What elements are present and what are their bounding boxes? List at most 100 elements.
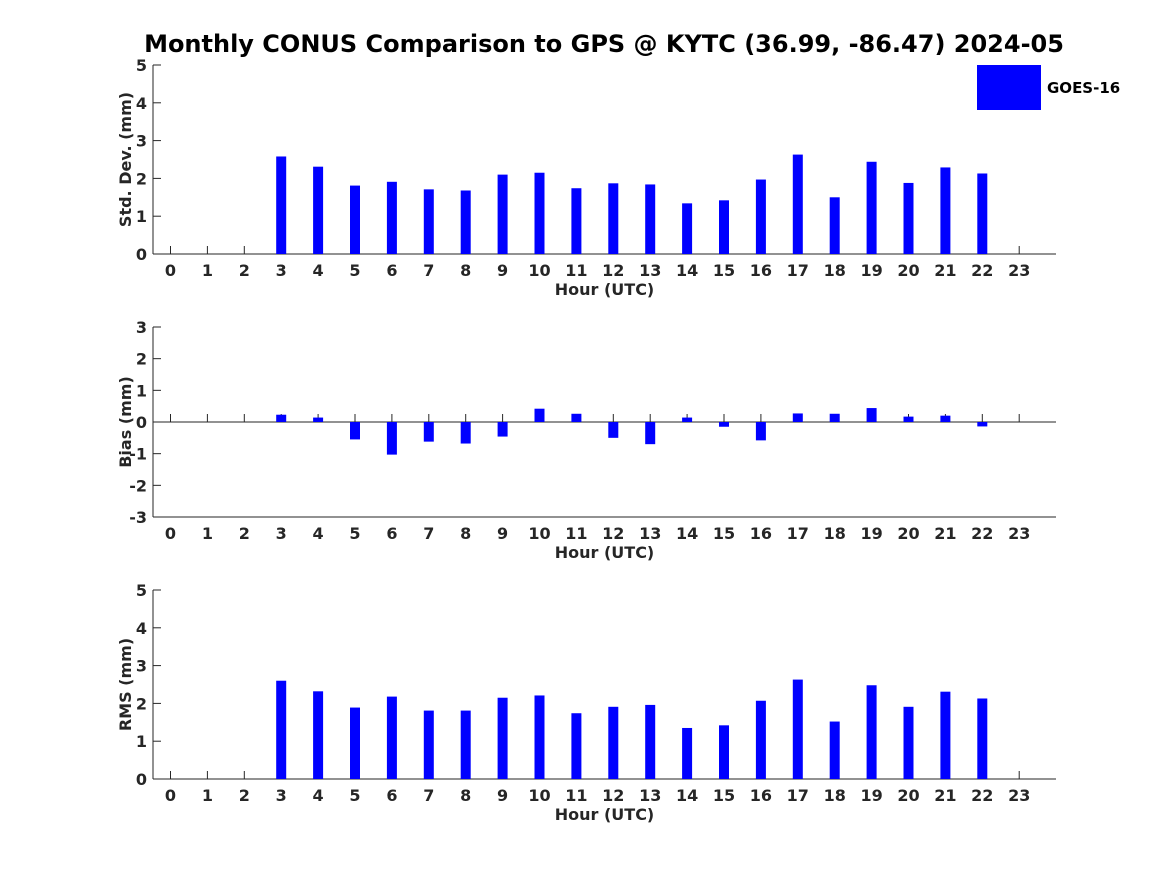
x-tick-label: 2 <box>239 261 250 280</box>
bar-hour-10 <box>534 408 545 422</box>
x-tick-label: 3 <box>276 524 287 543</box>
bar-hour-22 <box>977 173 988 254</box>
y-tick-label: 2 <box>136 350 147 369</box>
y-tick-label: 1 <box>136 207 147 226</box>
y-tick-label: 5 <box>136 56 147 75</box>
bar-hour-22 <box>977 698 988 779</box>
bar-hour-4 <box>313 691 324 779</box>
bar-hour-4 <box>313 166 324 254</box>
bar-hour-10 <box>534 695 545 779</box>
bar-hour-14 <box>682 727 693 779</box>
x-tick-label: 0 <box>165 524 176 543</box>
bar-hour-5 <box>350 707 360 779</box>
x-tick-label: 17 <box>787 524 809 543</box>
x-tick-label: 19 <box>860 524 882 543</box>
y-tick-label: 0 <box>136 770 147 789</box>
x-tick-label: 13 <box>639 524 661 543</box>
x-tick-label: 21 <box>934 261 956 280</box>
x-tick-label: 16 <box>750 786 772 805</box>
x-tick-label: 16 <box>750 524 772 543</box>
bar-hour-5 <box>350 422 360 440</box>
x-tick-label: 4 <box>313 261 324 280</box>
bar-hour-19 <box>866 408 877 422</box>
y-tick-label: 4 <box>136 94 147 113</box>
y-tick-label: 3 <box>136 132 147 151</box>
bar-hour-3 <box>276 680 287 779</box>
bar-hour-21 <box>940 415 951 422</box>
bar-hour-16 <box>755 179 766 254</box>
bar-hour-12 <box>608 706 619 779</box>
x-tick-label: 10 <box>528 261 550 280</box>
x-tick-label: 20 <box>897 261 919 280</box>
x-tick-label: 8 <box>460 786 471 805</box>
y-axis-label: RMS (mm) <box>116 638 135 731</box>
legend-swatch <box>977 65 1041 110</box>
x-tick-label: 17 <box>787 786 809 805</box>
y-axis-label: Std. Dev. (mm) <box>116 92 135 227</box>
bar-hour-13 <box>645 422 656 445</box>
bar-hour-9 <box>497 422 508 437</box>
x-tick-label: 10 <box>528 524 550 543</box>
x-tick-label: 7 <box>423 261 434 280</box>
x-tick-label: 19 <box>860 786 882 805</box>
y-tick-label: -3 <box>129 508 147 527</box>
x-tick-label: 18 <box>824 261 846 280</box>
bar-hour-19 <box>866 685 877 779</box>
bar-hour-17 <box>792 413 803 422</box>
x-tick-label: 6 <box>386 261 397 280</box>
bar-hour-20 <box>903 416 914 422</box>
bar-hour-15 <box>719 725 729 779</box>
bar-hour-7 <box>423 710 434 779</box>
x-axis-label: Hour (UTC) <box>555 805 655 824</box>
x-tick-label: 2 <box>239 786 250 805</box>
y-tick-label: 3 <box>136 657 147 676</box>
bar-hour-8 <box>460 710 471 779</box>
x-tick-label: 20 <box>897 786 919 805</box>
x-tick-label: 18 <box>824 786 846 805</box>
x-tick-label: 15 <box>713 261 735 280</box>
bar-hour-18 <box>829 197 840 254</box>
bar-hour-9 <box>497 174 508 254</box>
bar-hour-22 <box>977 422 988 427</box>
bar-hour-6 <box>386 181 397 254</box>
x-tick-label: 16 <box>750 261 772 280</box>
x-tick-label: 5 <box>349 261 360 280</box>
bar-hour-20 <box>903 182 914 254</box>
x-tick-label: 4 <box>313 524 324 543</box>
x-tick-label: 21 <box>934 524 956 543</box>
x-tick-label: 3 <box>276 786 287 805</box>
x-tick-label: 13 <box>639 786 661 805</box>
x-tick-label: 9 <box>497 786 508 805</box>
y-tick-label: 3 <box>136 318 147 337</box>
bar-hour-12 <box>608 183 619 254</box>
bar-hour-7 <box>423 422 434 442</box>
bar-hour-16 <box>755 422 766 441</box>
x-tick-label: 12 <box>602 786 624 805</box>
x-tick-label: 2 <box>239 524 250 543</box>
x-tick-label: 15 <box>713 786 735 805</box>
x-tick-label: 3 <box>276 261 287 280</box>
x-tick-label: 12 <box>602 261 624 280</box>
y-tick-label: 4 <box>136 619 147 638</box>
x-tick-label: 19 <box>860 261 882 280</box>
bar-hour-11 <box>571 188 582 254</box>
y-tick-label: -2 <box>129 476 147 495</box>
y-tick-label: 2 <box>136 169 147 188</box>
x-tick-label: 5 <box>349 786 360 805</box>
x-tick-label: 5 <box>349 524 360 543</box>
bar-hour-8 <box>460 190 471 254</box>
x-tick-label: 0 <box>165 261 176 280</box>
legend: GOES-16 <box>977 65 1120 110</box>
x-tick-label: 1 <box>202 786 213 805</box>
x-tick-label: 11 <box>565 786 587 805</box>
bar-hour-8 <box>460 422 471 444</box>
bar-hour-13 <box>645 704 656 779</box>
x-tick-label: 4 <box>313 786 324 805</box>
bar-hour-4 <box>313 417 324 422</box>
x-tick-label: 10 <box>528 786 550 805</box>
x-tick-label: 17 <box>787 261 809 280</box>
bar-hour-20 <box>903 706 914 779</box>
